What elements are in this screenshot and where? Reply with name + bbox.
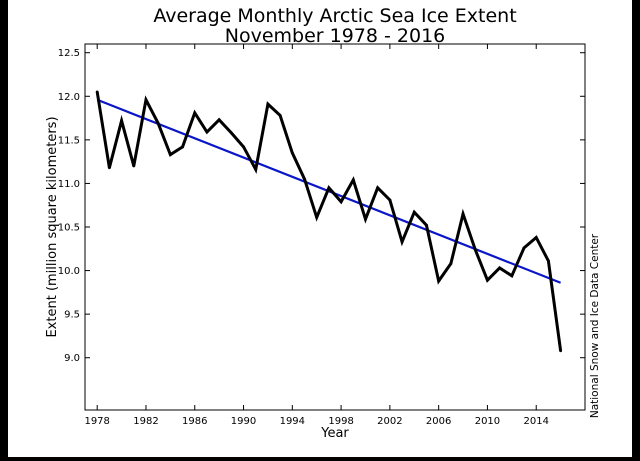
extent-point: [254, 168, 258, 171]
chart-subtitle: November 1978 - 2016: [225, 25, 446, 47]
extent-point: [461, 212, 465, 216]
extent-point: [144, 98, 148, 102]
extent-point: [400, 240, 404, 244]
chart-title: Average Monthly Arctic Sea Ice Extent: [153, 5, 516, 27]
x-tick-label: 1990: [231, 416, 256, 427]
extent-point: [510, 274, 514, 278]
extent-point: [449, 262, 453, 265]
extent-point: [364, 217, 367, 221]
extent-point: [205, 130, 209, 134]
y-tick-label: 10.0: [58, 266, 80, 277]
x-axis-label: Year: [320, 426, 349, 441]
y-axis-label: Extent (million square kilometers): [45, 116, 60, 337]
extent-point: [168, 153, 172, 157]
y-tick-label: 11.5: [58, 135, 80, 146]
extent-point: [559, 349, 563, 353]
extent-point: [266, 102, 270, 106]
y-tick-label: 12.0: [58, 92, 80, 103]
extent-point: [327, 186, 331, 190]
extent-point: [376, 186, 380, 190]
y-tick-label: 12.5: [58, 48, 80, 59]
x-tick-label: 1994: [280, 416, 305, 427]
x-tick-label: 1978: [84, 416, 109, 427]
extent-point: [339, 200, 343, 204]
x-tick-label: 2010: [475, 416, 500, 427]
y-tick-label: 10.5: [58, 223, 80, 234]
extent-point: [132, 164, 136, 168]
extent-point: [156, 121, 160, 125]
extent-point: [278, 114, 282, 117]
extent-point: [181, 145, 184, 149]
figure-background: [8, 0, 632, 457]
y-tick-label: 9.0: [64, 353, 80, 364]
data-points: [95, 90, 563, 353]
extent-point: [107, 166, 111, 170]
extent-point: [425, 223, 428, 227]
extent-point: [547, 259, 550, 263]
extent-point: [522, 246, 526, 250]
extent-point: [120, 119, 123, 123]
extent-point: [242, 145, 245, 149]
extent-point: [388, 198, 392, 202]
x-tick-label: 1998: [328, 416, 353, 427]
x-tick-label: 1986: [182, 416, 207, 427]
extent-point: [473, 248, 477, 252]
extent-point: [486, 278, 489, 282]
x-tick-label: 2002: [377, 416, 402, 427]
extent-point: [437, 279, 441, 283]
extent-point: [217, 118, 221, 122]
extent-point: [412, 210, 416, 214]
x-tick-label: 1982: [133, 416, 158, 427]
extent-point: [193, 111, 197, 115]
y-tick-label: 9.5: [64, 310, 80, 321]
extent-point: [534, 236, 538, 239]
y-tick-label: 11.0: [58, 179, 80, 190]
extent-point: [303, 177, 306, 181]
extent-point: [95, 90, 99, 94]
extent-point: [315, 216, 319, 219]
extent-point: [351, 178, 355, 182]
extent-point: [498, 266, 502, 270]
extent-point: [229, 131, 233, 135]
axis-ticks: 1978 1982 1986 1990 1994 1998 2002 2006 2010 2014…: [58, 44, 585, 427]
x-tick-label: 2014: [523, 416, 548, 427]
credit-label: National Snow and Ice Data Center: [589, 233, 601, 418]
x-tick-label: 2006: [426, 416, 451, 427]
extent-point: [290, 151, 294, 155]
